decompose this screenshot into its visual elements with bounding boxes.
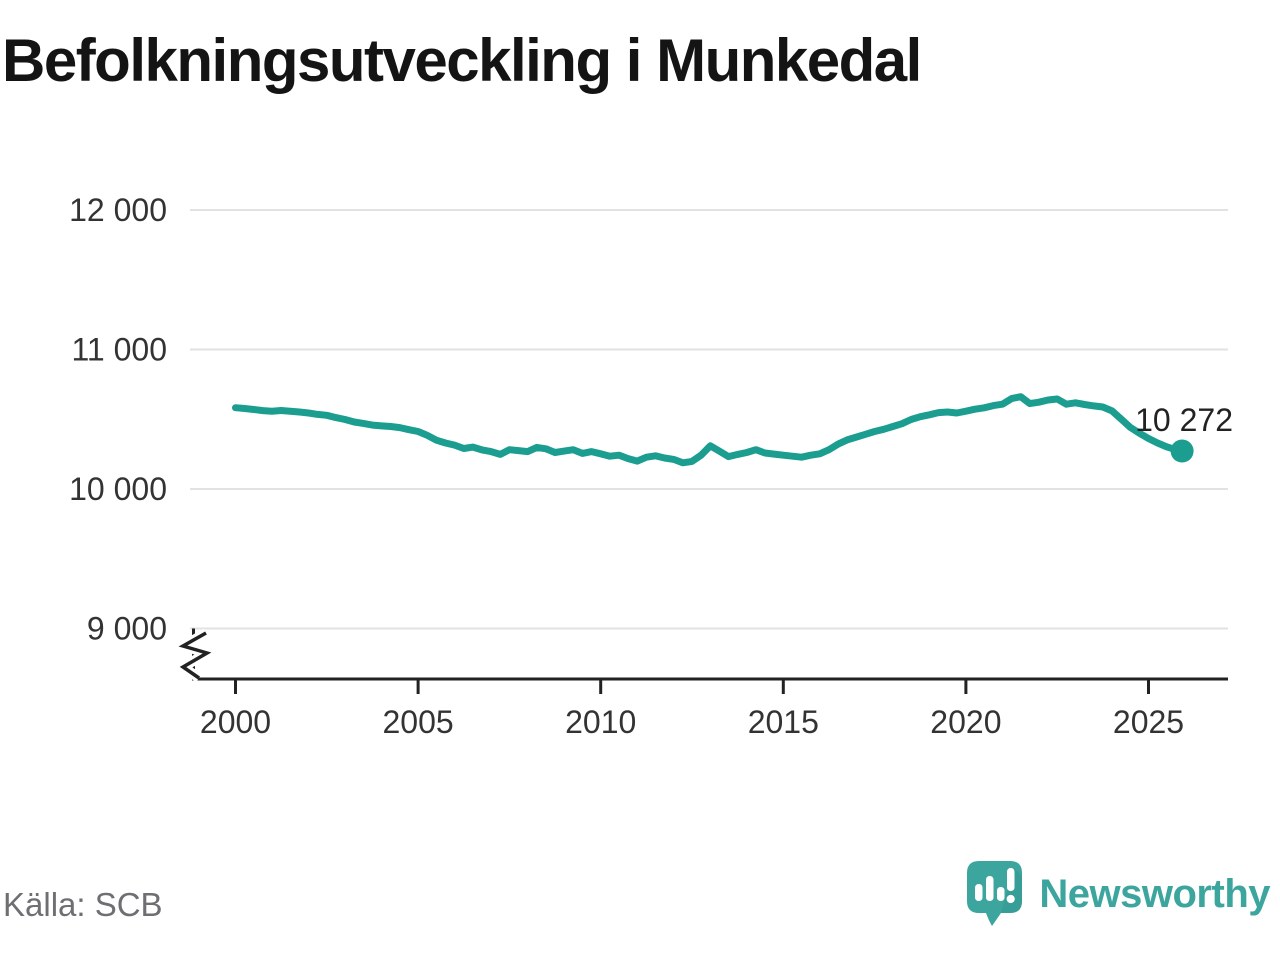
x-tick-label: 2015 <box>748 704 819 740</box>
source-note: Källa: SCB <box>3 886 163 923</box>
population-line-chart: 12 000 11 000 10 000 9 000 2000 2005 2010 2015 2… <box>69 192 1233 740</box>
end-value-label: 10 272 <box>1135 402 1233 438</box>
x-tick-label: 2020 <box>930 704 1001 740</box>
newsworthy-logo: Newsworthy <box>966 860 1270 928</box>
x-tick-label: 2005 <box>383 704 454 740</box>
y-tick-label: 9 000 <box>87 611 167 647</box>
newsworthy-wordmark: Newsworthy <box>1039 871 1270 916</box>
x-tick-label: 2000 <box>200 704 271 740</box>
x-tick-label: 2010 <box>565 704 636 740</box>
newsworthy-logo-icon <box>967 861 1023 926</box>
y-tick-label: 10 000 <box>69 471 167 507</box>
end-point-dot <box>1170 439 1194 463</box>
chart-title: Befolkningsutveckling i Munkedal <box>2 27 922 94</box>
y-tick-label: 12 000 <box>69 192 167 228</box>
axis-break-icon <box>178 631 212 680</box>
population-line <box>232 393 1186 467</box>
y-tick-label: 11 000 <box>72 332 168 368</box>
x-tick-label: 2025 <box>1113 704 1184 740</box>
